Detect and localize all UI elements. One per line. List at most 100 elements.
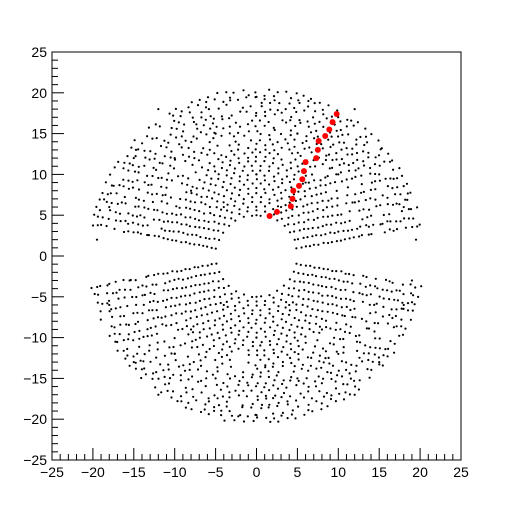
hit-point — [272, 348, 275, 351]
hit-point — [288, 102, 291, 105]
hit-point — [384, 348, 387, 351]
hit-point — [301, 363, 304, 366]
hit-point — [214, 358, 217, 362]
hit-point — [288, 201, 291, 204]
hit-point — [213, 98, 216, 101]
hit-point — [291, 295, 294, 298]
hit-point — [412, 294, 415, 297]
hit-point — [411, 225, 414, 229]
hit-point — [332, 143, 335, 146]
hit-point — [169, 156, 172, 159]
hit-point — [355, 143, 358, 146]
hit-point — [204, 306, 207, 309]
hit-point — [297, 405, 300, 408]
hit-point — [276, 387, 280, 390]
hit-point — [281, 360, 284, 364]
hit-point — [325, 117, 328, 120]
hit-point — [259, 375, 262, 378]
hit-point — [324, 176, 327, 179]
hit-point — [339, 171, 342, 174]
hit-point — [316, 135, 319, 138]
hit-point — [155, 332, 159, 335]
hit-point — [105, 224, 108, 228]
hit-point — [320, 234, 323, 237]
hit-point — [340, 158, 343, 161]
hit-point — [318, 325, 321, 328]
hit-point — [398, 289, 401, 292]
hit-point — [204, 385, 207, 388]
hit-point — [213, 220, 216, 223]
hit-point — [208, 347, 211, 351]
hit-point — [137, 188, 141, 191]
hit-point — [96, 215, 99, 218]
hit-point — [295, 384, 298, 387]
hit-point — [220, 208, 223, 211]
hit-point — [334, 400, 337, 403]
hit-point — [337, 352, 340, 356]
hit-point — [302, 211, 305, 214]
hit-point — [222, 201, 225, 204]
hit-point — [329, 182, 332, 185]
hit-point — [131, 180, 134, 183]
hit-point — [317, 375, 320, 378]
hit-point — [359, 225, 362, 228]
hit-point — [180, 223, 183, 226]
hit-point — [189, 189, 193, 192]
hit-point — [184, 216, 187, 219]
hit-point — [259, 309, 262, 312]
hit-point — [264, 364, 267, 367]
hit-point — [254, 160, 257, 163]
hit-point — [211, 122, 214, 125]
hit-point — [326, 371, 329, 374]
hit-point — [299, 198, 302, 201]
hit-point — [226, 209, 229, 212]
hit-point — [348, 372, 351, 375]
hit-point — [216, 366, 219, 369]
hit-point — [132, 360, 135, 364]
hit-point — [354, 193, 357, 196]
hit-point — [364, 127, 367, 130]
hit-point — [340, 148, 343, 151]
hit-point — [307, 298, 310, 301]
hit-point — [147, 207, 150, 210]
hit-point — [228, 345, 231, 348]
hit-point — [185, 191, 188, 194]
hit-point — [369, 293, 372, 296]
hit-point — [101, 216, 104, 219]
hit-point — [162, 299, 165, 302]
hit-point — [165, 186, 168, 189]
hit-point — [167, 172, 170, 175]
hit-point — [219, 388, 222, 391]
hit-point — [101, 191, 104, 195]
hit-point — [194, 309, 197, 312]
hit-point — [237, 347, 240, 350]
hit-point — [285, 121, 288, 124]
hit-point — [318, 120, 321, 123]
hit-point — [330, 115, 333, 118]
hit-point — [247, 304, 250, 307]
hit-point — [259, 151, 262, 154]
hit-point — [263, 98, 266, 101]
hit-point — [177, 230, 180, 233]
hit-point — [269, 108, 272, 111]
hit-point — [347, 169, 351, 172]
hit-point — [393, 342, 396, 345]
hit-point — [187, 146, 190, 150]
hit-point — [357, 167, 360, 170]
hit-point — [273, 128, 276, 132]
hit-point — [324, 276, 327, 279]
y-tick-label: −5 — [31, 289, 47, 305]
hit-point — [251, 182, 254, 185]
hit-point — [206, 335, 209, 338]
hit-point — [304, 174, 307, 177]
hit-point — [289, 134, 292, 137]
hit-point — [369, 188, 372, 191]
hit-point — [167, 382, 171, 385]
hit-point — [108, 282, 111, 285]
hit-point — [255, 385, 258, 388]
hit-point — [272, 208, 275, 211]
hit-point — [272, 213, 275, 216]
hit-point — [168, 377, 172, 380]
hit-point — [353, 379, 356, 382]
hit-point — [331, 364, 335, 367]
